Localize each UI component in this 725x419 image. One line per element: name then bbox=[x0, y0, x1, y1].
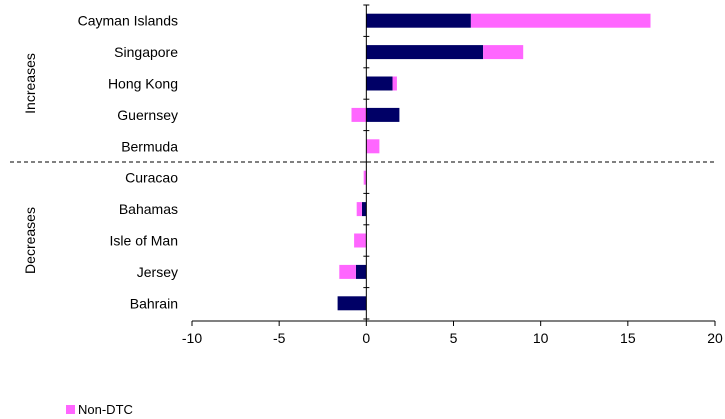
legend-label-non-dtc: Non-DTC bbox=[78, 402, 133, 417]
bar-bahrain-dtc bbox=[337, 296, 367, 311]
category-label-guernsey: Guernsey bbox=[117, 107, 178, 123]
bar-curacao-nondtc bbox=[363, 170, 367, 185]
category-label-bahrain: Bahrain bbox=[130, 295, 178, 311]
bar-hong-kong-dtc bbox=[366, 76, 393, 91]
category-label-jersey: Jersey bbox=[137, 264, 178, 280]
category-label-singapore: Singapore bbox=[114, 44, 178, 60]
x-tick-label: 10 bbox=[533, 330, 549, 346]
x-tick-label: 5 bbox=[450, 330, 458, 346]
bar-jersey-dtc bbox=[355, 264, 367, 279]
bar-jersey-nondtc bbox=[339, 264, 356, 279]
category-label-bermuda: Bermuda bbox=[121, 138, 178, 154]
bar-guernsey-nondtc bbox=[351, 107, 367, 122]
legend: Non-DTC bbox=[66, 402, 133, 417]
category-label-hong-kong: Hong Kong bbox=[108, 76, 178, 92]
bar-bahamas-nondtc bbox=[356, 202, 362, 217]
bar-bahamas-dtc bbox=[362, 202, 367, 217]
bar-cayman-islands-dtc bbox=[366, 13, 471, 28]
category-label-isle-of-man: Isle of Man bbox=[110, 233, 178, 249]
category-label-curacao: Curacao bbox=[125, 170, 178, 186]
x-tick-label: 0 bbox=[362, 330, 370, 346]
bar-bermuda-nondtc bbox=[366, 139, 380, 154]
category-label-bahamas: Bahamas bbox=[119, 201, 178, 217]
bar-guernsey-dtc bbox=[366, 107, 400, 122]
category-label-cayman-islands: Cayman Islands bbox=[78, 13, 178, 29]
bar-singapore-dtc bbox=[366, 45, 484, 60]
bar-isle-of-man-nondtc bbox=[354, 233, 367, 248]
bar-hong-kong-nondtc bbox=[392, 76, 397, 91]
bar-singapore-nondtc bbox=[483, 45, 524, 60]
x-tick-label: 15 bbox=[620, 330, 636, 346]
x-tick-label: -10 bbox=[182, 330, 202, 346]
group-label-increases: Increases bbox=[22, 53, 38, 114]
group-label-decreases: Decreases bbox=[22, 207, 38, 274]
bar-cayman-islands-nondtc bbox=[470, 13, 651, 28]
legend-swatch-non-dtc bbox=[66, 405, 75, 414]
x-tick-label: 20 bbox=[707, 330, 723, 346]
x-tick-label: -5 bbox=[273, 330, 286, 346]
